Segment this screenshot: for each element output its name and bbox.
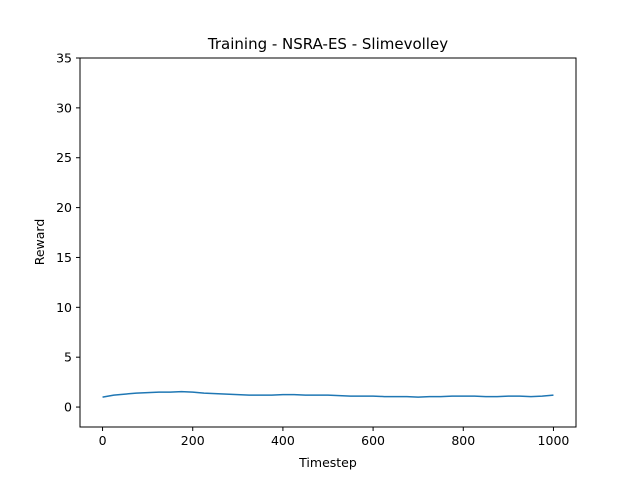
plot-area — [102, 390, 554, 398]
x-axis-label: Timestep — [298, 455, 357, 470]
x-tick-label: 800 — [451, 433, 475, 448]
chart-title: Training - NSRA-ES - Slimevolley — [207, 35, 448, 53]
y-tick-label: 25 — [56, 150, 72, 165]
y-tick-label: 35 — [56, 51, 72, 66]
y-tick-label: 15 — [56, 250, 72, 265]
axes-frame — [79, 57, 577, 428]
y-tick-label: 0 — [64, 400, 72, 415]
y-tick-label: 30 — [56, 100, 72, 115]
x-tick-label: 0 — [99, 433, 107, 448]
x-axis: 0 200 400 600 800 1000 — [99, 427, 570, 448]
y-tick-label: 20 — [56, 200, 72, 215]
x-tick-label: 200 — [181, 433, 205, 448]
y-axis: 0 5 10 15 20 25 30 35 — [56, 51, 80, 415]
y-tick-label: 5 — [64, 350, 72, 365]
x-tick-label: 400 — [271, 433, 295, 448]
x-tick-label: 1000 — [538, 433, 570, 448]
y-tick-label: 10 — [56, 300, 72, 315]
series-line — [102, 390, 554, 398]
y-axis-label: Reward — [32, 219, 47, 266]
x-tick-label: 600 — [361, 433, 385, 448]
